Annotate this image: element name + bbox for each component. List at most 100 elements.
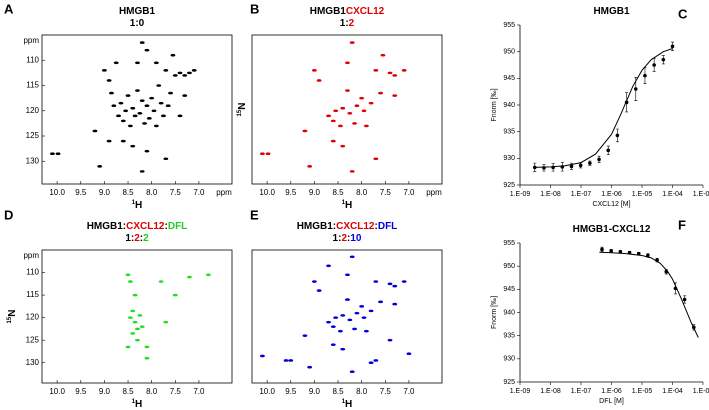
- title-part: 1:: [125, 233, 134, 244]
- title: HMGB1-CXCL12: [573, 224, 651, 235]
- peak: [161, 114, 166, 118]
- y-tick-label: 935: [503, 129, 515, 136]
- y-tick-label: 110: [26, 55, 39, 64]
- title: HMGB1: [119, 6, 156, 17]
- peak: [205, 273, 211, 277]
- axis-label-sup: 15: [237, 109, 243, 116]
- x-tick-label: 7.0: [403, 188, 415, 197]
- y-tick-label: 120: [26, 106, 40, 115]
- peak: [153, 124, 159, 128]
- title-part: :: [347, 233, 350, 244]
- x-tick-label: 10.0: [259, 188, 275, 197]
- peak: [373, 157, 379, 161]
- y-tick-label: 945: [503, 75, 515, 82]
- peak: [191, 69, 197, 72]
- data-point: [670, 44, 675, 49]
- peak: [345, 298, 350, 301]
- title-part: HMGB1-CXCL12: [573, 224, 651, 235]
- axis-label: 15N: [7, 310, 18, 324]
- peak: [349, 170, 355, 173]
- peak: [130, 144, 136, 148]
- data-point: [569, 164, 574, 169]
- data-point: [682, 297, 687, 302]
- peak: [337, 329, 343, 333]
- data-point: [609, 249, 613, 253]
- x-tick-label: 1.E-08: [540, 191, 561, 198]
- y-tick-label: 120: [26, 313, 40, 322]
- x-tick-label: 8.0: [146, 188, 158, 197]
- x-tick-label: 1.E-07: [571, 191, 592, 198]
- y-tick-label: 125: [26, 131, 40, 140]
- title-part: DFL: [378, 221, 397, 232]
- peak: [130, 332, 136, 335]
- axis-label-sup: 1: [342, 200, 346, 206]
- x-tick-label: 10.0: [259, 387, 275, 396]
- x-tick-label: 8.0: [356, 387, 368, 396]
- x-tick-label: 10.0: [49, 188, 65, 197]
- panel-letter: B: [250, 1, 259, 16]
- data-point: [633, 87, 638, 91]
- axis-label: 1H: [342, 399, 353, 410]
- title-part: HMGB1:: [87, 221, 126, 232]
- peak: [132, 293, 138, 297]
- x-tick-label: 9.0: [309, 387, 321, 396]
- plot-frame: [41, 249, 233, 384]
- x-tick-label: 7.5: [170, 387, 182, 396]
- y-tick-label: 930: [503, 155, 515, 162]
- peak: [177, 71, 183, 75]
- peak: [144, 149, 150, 153]
- title-part: :: [165, 221, 168, 232]
- peak: [349, 255, 355, 259]
- peak: [307, 365, 313, 369]
- peak: [172, 293, 178, 297]
- y-tick-label: 945: [503, 286, 515, 293]
- title: 1:2: [340, 18, 355, 29]
- peak: [401, 69, 407, 72]
- x-tick-label: 7.0: [193, 188, 205, 197]
- y-tick-label: 955: [503, 240, 515, 247]
- panel-letter: D: [4, 207, 13, 222]
- peak: [116, 114, 121, 118]
- peak: [363, 124, 369, 128]
- peak: [144, 48, 150, 52]
- peak: [347, 111, 353, 115]
- x-tick-label: 7.0: [193, 387, 205, 396]
- data-point: [643, 73, 647, 78]
- peak: [401, 280, 407, 283]
- x-tick-label: 8.0: [146, 387, 158, 396]
- peak: [345, 89, 350, 92]
- peak: [118, 101, 124, 105]
- x-tick-label: 1.E-04: [662, 388, 683, 395]
- data-point: [627, 250, 632, 255]
- data-point: [597, 157, 601, 162]
- peak: [302, 334, 308, 337]
- peak: [311, 280, 317, 283]
- peak: [149, 96, 155, 100]
- peak: [132, 114, 138, 118]
- axis-label-base: H: [135, 200, 142, 211]
- peak: [135, 89, 140, 92]
- x-tick-label: 7.5: [380, 188, 392, 197]
- peak: [92, 129, 98, 133]
- peak: [125, 345, 131, 349]
- y-tick-label: 950: [503, 49, 515, 56]
- axis-label: 1H: [132, 200, 143, 211]
- x-tick-label: 1.E-05: [632, 191, 653, 198]
- peak: [340, 314, 346, 317]
- peak: [392, 284, 398, 288]
- y-tick-label: 925: [503, 182, 515, 189]
- y-tick-label: 940: [503, 309, 515, 316]
- fit-curve: [534, 47, 673, 168]
- axis-label-base: H: [345, 200, 352, 211]
- peak: [106, 139, 112, 143]
- peak: [55, 152, 61, 155]
- peak: [101, 69, 107, 72]
- peak: [352, 327, 357, 331]
- x-tick-label: 1.E-07: [571, 388, 592, 395]
- peak: [330, 343, 336, 346]
- peak: [330, 119, 336, 123]
- panel-letter: E: [250, 207, 259, 222]
- data-point: [652, 63, 656, 67]
- panel-letter: C: [678, 6, 688, 21]
